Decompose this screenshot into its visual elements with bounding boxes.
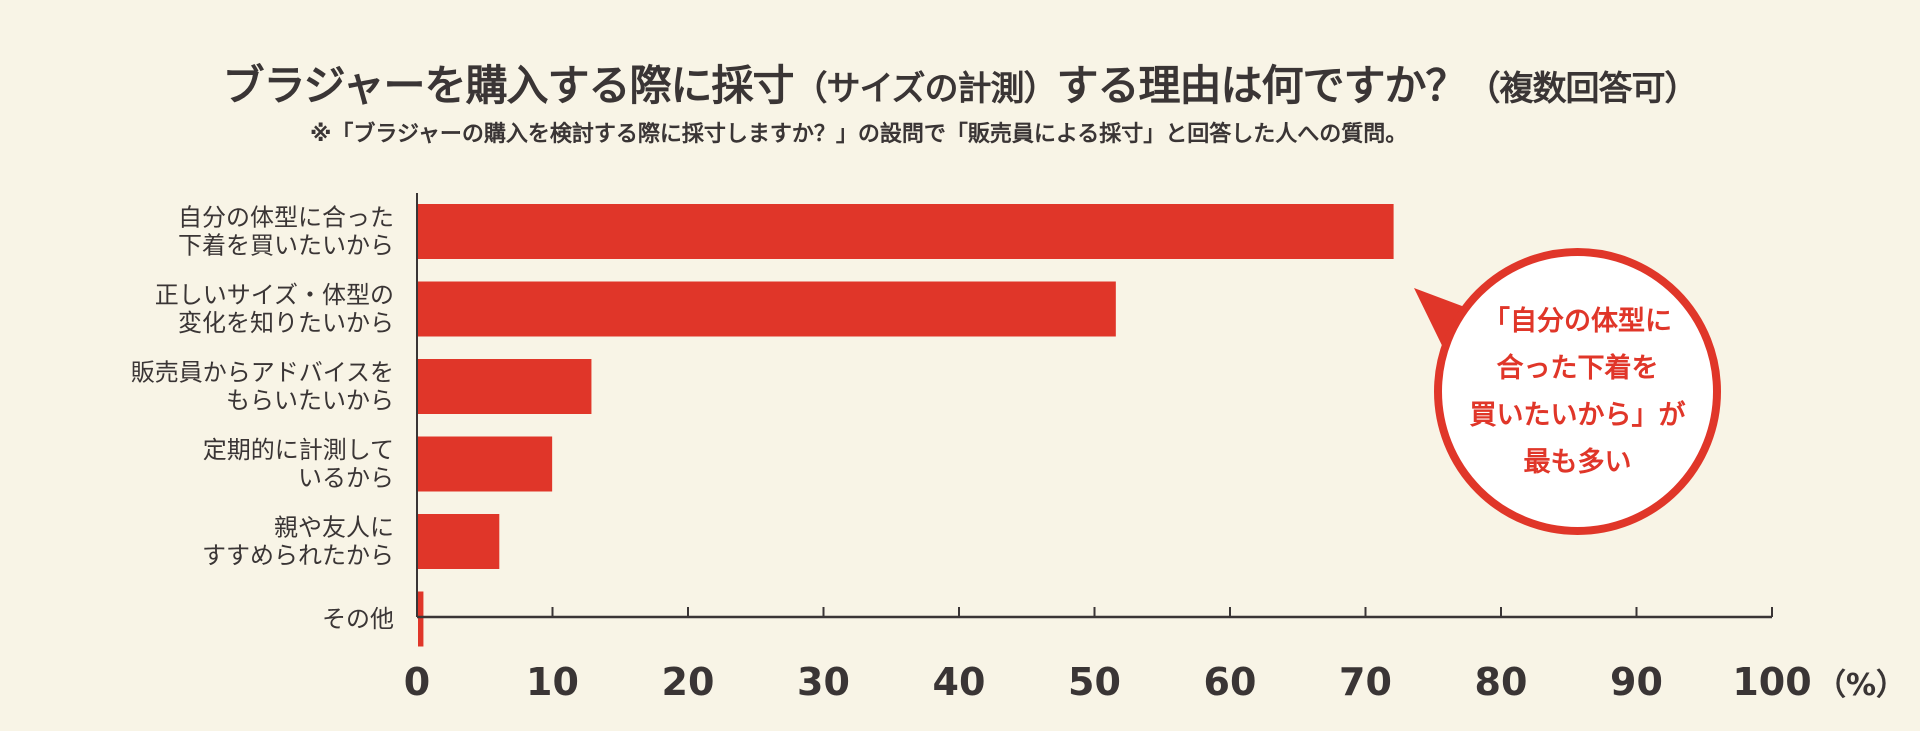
- callout-text: 「自分の体型に 合った下着を 買いたいから」が 最も多い: [1470, 298, 1686, 486]
- bar: [418, 591, 424, 647]
- title-multi: （複数回答可）: [1466, 69, 1699, 109]
- bar: [418, 436, 553, 492]
- x-tick-label: 50: [1068, 660, 1121, 704]
- category-label: 下着を買いたいから: [178, 232, 394, 260]
- x-tick-label: 100: [1732, 660, 1811, 704]
- x-tick-label: 40: [933, 660, 986, 704]
- category-label: 販売員からアドバイスを: [131, 359, 394, 387]
- callout-bubble: 「自分の体型に 合った下着を 買いたいから」が 最も多い: [1434, 248, 1721, 535]
- x-tick-label: 60: [1204, 660, 1257, 704]
- bar: [418, 514, 500, 569]
- chart-note: ※「ブラジャーの購入を検討する際に採寸しますか？」の設問で「販売員による採寸」と…: [310, 122, 1408, 147]
- category-label: その他: [322, 605, 394, 633]
- category-label: 変化を知りたいから: [178, 309, 394, 337]
- x-unit-label: （%）: [1816, 668, 1906, 703]
- bar: [418, 204, 1394, 259]
- x-tick-label: 90: [1610, 660, 1663, 704]
- category-label: すすめられたから: [202, 542, 394, 570]
- title-paren: （サイズの計測）: [793, 69, 1058, 109]
- callout-line: 最も多い: [1523, 446, 1632, 478]
- category-label: もらいたいから: [226, 387, 394, 415]
- bar: [418, 281, 1116, 337]
- category-label: 親や友人に: [274, 514, 394, 542]
- callout-line: 買いたいから」が: [1469, 399, 1686, 431]
- x-tick-label: 10: [526, 660, 579, 704]
- category-label: 自分の体型に合った: [178, 204, 394, 232]
- category-label: いるから: [298, 464, 394, 492]
- x-tick-label: 30: [797, 660, 850, 704]
- callout-line: 合った下着を: [1496, 352, 1659, 384]
- title-tail: する理由は何ですか？: [1056, 61, 1468, 110]
- category-label: 正しいサイズ・体型の: [155, 281, 394, 309]
- x-tick-label: 20: [662, 660, 715, 704]
- callout-line: 「自分の体型に: [1483, 305, 1672, 337]
- bar: [418, 359, 592, 414]
- title-main: ブラジャーを購入する際に採寸: [222, 61, 794, 110]
- x-tick-label: 70: [1339, 660, 1392, 704]
- chart-title: ブラジャーを購入する際に採寸（サイズの計測）する理由は何ですか？（複数回答可）: [0, 52, 1920, 113]
- x-tick-label: 0: [404, 660, 430, 704]
- category-label: 定期的に計測して: [203, 436, 394, 464]
- x-tick-label: 80: [1475, 660, 1528, 704]
